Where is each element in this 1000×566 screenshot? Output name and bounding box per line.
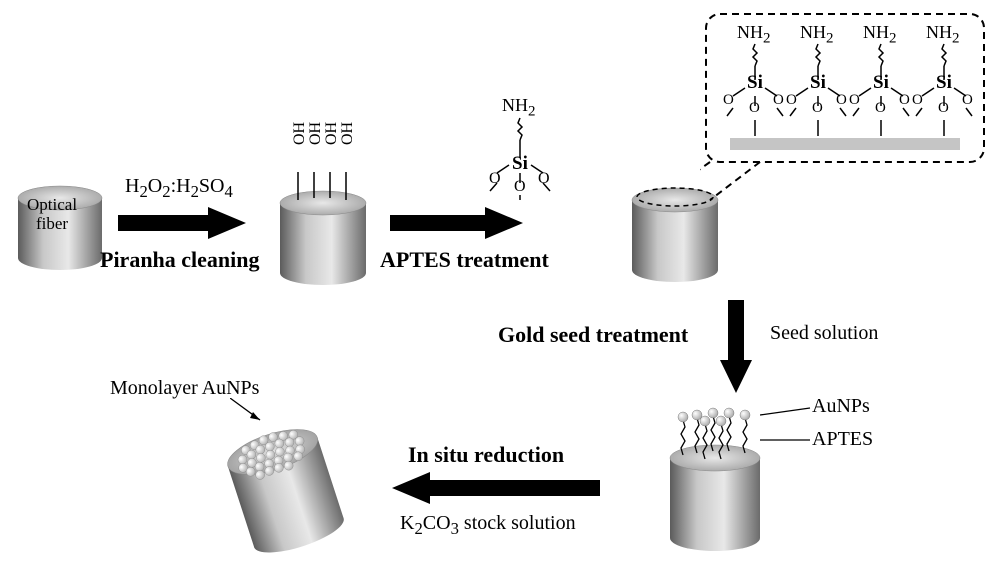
- c-si-1: Si: [747, 72, 763, 94]
- fiber-label: fiber: [36, 214, 68, 234]
- c-o-3b: O: [875, 100, 886, 117]
- c-o-1b: O: [749, 100, 760, 117]
- piranha-reagent: H2O2:H2SO4: [125, 175, 233, 202]
- insitu-step-label: In situ reduction: [408, 442, 564, 468]
- c-o-3a: O: [849, 92, 860, 109]
- nh2-mol-o3: O: [538, 170, 550, 188]
- monolayer-label: Monolayer AuNPs: [110, 377, 259, 400]
- arrow-piranha: [118, 205, 248, 245]
- arrow-gold-seed: [718, 300, 758, 395]
- c-si-4: Si: [936, 72, 952, 94]
- gold-seed-step-label: Gold seed treatment: [498, 322, 688, 348]
- c-o-2b: O: [812, 100, 823, 117]
- c-nh2-2: NH2: [800, 22, 834, 48]
- monolayer-pointer: [230, 398, 270, 428]
- aptes-label: APTES: [812, 428, 873, 451]
- nh2-mol-o1: O: [489, 170, 501, 188]
- arrow-aptes: [390, 205, 525, 245]
- c-o-1c: O: [773, 92, 784, 109]
- nh2-mol-o2: O: [514, 178, 526, 196]
- optical-label: Optical: [27, 195, 77, 215]
- c-nh2-1: NH2: [737, 22, 771, 48]
- aunps-label: AuNPs: [812, 395, 870, 418]
- fiber-oh: [268, 128, 378, 288]
- c-o-4c: O: [962, 92, 973, 109]
- c-si-3: Si: [873, 72, 889, 94]
- c-o-2c: O: [836, 92, 847, 109]
- arrow-insitu: [390, 470, 600, 510]
- k2co3-label: K2CO3 stock solution: [400, 512, 576, 539]
- c-o-1a: O: [723, 92, 734, 109]
- fiber-seeds: [655, 393, 775, 553]
- c-si-2: Si: [810, 72, 826, 94]
- c-nh2-3: NH2: [863, 22, 897, 48]
- c-o-2a: O: [786, 92, 797, 109]
- aptes-step-label: APTES treatment: [380, 247, 549, 273]
- nh2-mol-si: Si: [512, 153, 528, 175]
- c-o-3c: O: [899, 92, 910, 109]
- c-o-4b: O: [938, 100, 949, 117]
- seed-solution-label: Seed solution: [770, 322, 878, 345]
- oh-4: OH: [339, 122, 357, 145]
- piranha-step-label: Piranha cleaning: [100, 247, 260, 273]
- c-o-4a: O: [912, 92, 923, 109]
- c-nh2-4: NH2: [926, 22, 960, 48]
